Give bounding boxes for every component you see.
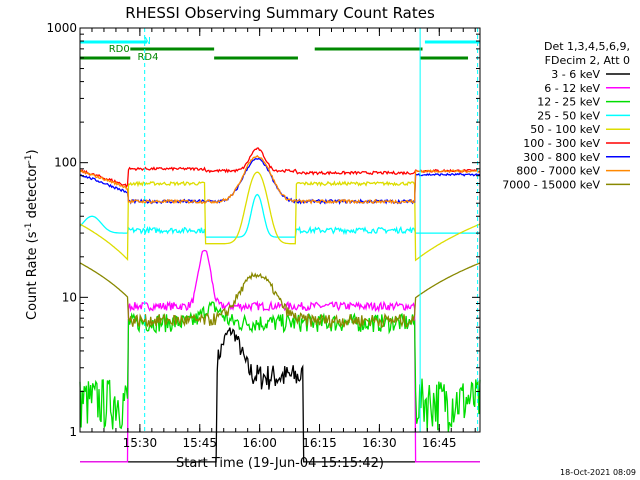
series-line-9 <box>79 262 481 329</box>
legend-label-7: 300 - 800 keV <box>523 151 600 164</box>
x-axis-label: Start Time (19-Jun-04 15:15:42) <box>176 456 384 471</box>
flag-label-n: N <box>143 36 150 47</box>
y-tick-label: 100 <box>54 156 77 170</box>
y-label-tail: detector <box>25 163 40 223</box>
x-tick-label: 16:30 <box>362 436 397 450</box>
axes: 1 10 100 1000 15:30 15:45 16:00 16:15 16:30 16:45 <box>46 21 481 450</box>
y-label-close: ) <box>25 149 40 154</box>
footer-date: 18-Oct-2021 08:09 <box>560 468 636 477</box>
legend-label-6: 100 - 300 keV <box>523 137 600 150</box>
series-line-1 <box>80 327 480 463</box>
y-label-sup2: -1 <box>24 154 34 163</box>
legend-header-2: FDecim 2, Att 0 <box>545 54 630 67</box>
series-line-2 <box>80 249 480 463</box>
plot-frame <box>79 27 481 433</box>
y-axis-label: Count Rate (s-1 detector-1) <box>24 149 40 320</box>
series-line-8 <box>79 154 481 205</box>
y-label-sup1: -1 <box>24 222 34 231</box>
x-tick-label: 16:00 <box>242 436 277 450</box>
x-tick-label: 16:45 <box>422 436 457 450</box>
legend-label-5: 50 - 100 keV <box>530 123 600 136</box>
series-line-6 <box>79 147 480 189</box>
legend-label-1: 3 - 6 keV <box>551 68 600 81</box>
legend-label-2: 6 - 12 keV <box>544 82 600 95</box>
series-line-3 <box>79 301 481 432</box>
legend-label-8: 800 - 7000 keV <box>516 165 600 178</box>
legend-header-1: Det 1,3,4,5,6,9, <box>544 40 630 53</box>
x-tick-label: 16:15 <box>302 436 337 450</box>
y-tick-label: 10 <box>62 290 77 304</box>
y-label-main: Count Rate (s <box>25 231 40 320</box>
legend-label-4: 25 - 50 keV <box>537 109 600 122</box>
x-tick-label: 15:30 <box>123 436 158 450</box>
flag-label-rd0: RD0 <box>109 44 130 55</box>
y-tick-label: 1000 <box>46 21 77 35</box>
y-tick-label: 1 <box>69 425 77 439</box>
legend-label-3: 12 - 25 keV <box>537 96 600 109</box>
chart-title: RHESSI Observing Summary Count Rates <box>125 4 435 22</box>
x-tick-label: 15:45 <box>182 436 217 450</box>
series-line-5 <box>79 171 481 262</box>
legend-label-9: 7000 - 15000 keV <box>502 178 600 191</box>
series-layer <box>79 147 481 463</box>
flag-label-rd4: RD4 <box>137 52 158 63</box>
legend: Det 1,3,4,5,6,9,FDecim 2, Att 03 - 6 keV… <box>502 40 630 191</box>
series-line-4 <box>79 193 480 238</box>
